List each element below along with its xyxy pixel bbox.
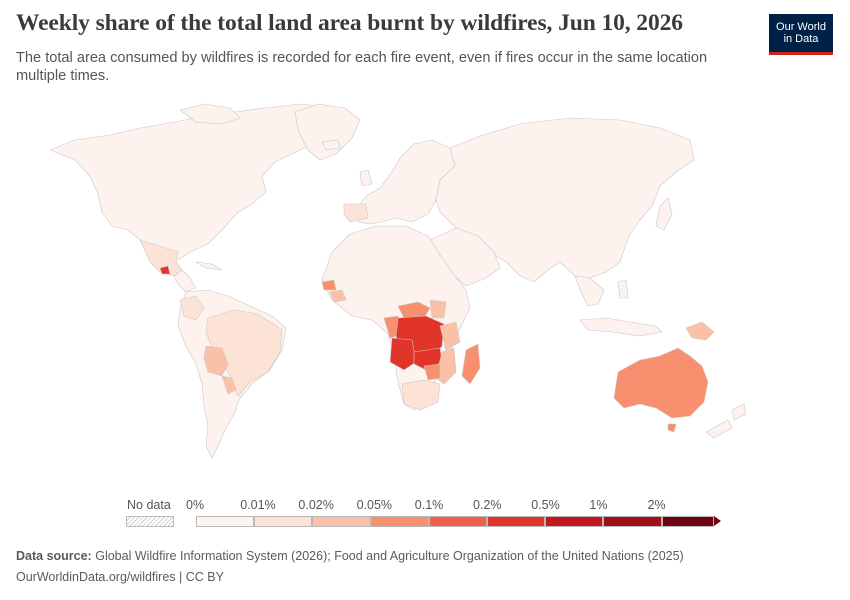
country-tasmania xyxy=(667,423,677,433)
legend-no-data-swatch xyxy=(126,516,174,527)
country-angola xyxy=(389,337,417,371)
country-central-african-republic xyxy=(397,301,431,319)
legend-bin-swatch xyxy=(196,516,255,527)
country-new-zealand xyxy=(705,403,747,439)
world-map[interactable] xyxy=(0,100,850,470)
country-madagascar xyxy=(461,343,481,385)
region-southeast-asia xyxy=(574,275,605,307)
legend-bin-label: 0.2% xyxy=(473,498,502,512)
country-tanzania xyxy=(439,321,461,351)
country-senegal xyxy=(321,279,337,291)
legend-bin-swatch xyxy=(254,516,313,527)
country-spain xyxy=(343,203,369,223)
legend-bin-label: 0.01% xyxy=(240,498,276,512)
owid-logo[interactable]: Our World in Data xyxy=(769,14,833,55)
region-indonesia xyxy=(579,317,663,337)
country-papua-new-guinea xyxy=(685,321,715,341)
country-uk xyxy=(359,169,373,187)
legend-bin-swatch xyxy=(428,516,487,527)
country-australia xyxy=(613,347,709,419)
country-guinea xyxy=(329,289,347,303)
region-greenland xyxy=(294,103,361,161)
data-source: Data source: Global Wildfire Information… xyxy=(16,549,684,563)
country-zimbabwe xyxy=(423,363,441,381)
legend-bin-label: 2% xyxy=(647,498,666,512)
country-south-africa xyxy=(401,379,441,411)
country-cuba xyxy=(195,261,223,271)
map-legend: No data 0% 0.01% 0.02% 0.05% 0.1% 0.2% 0.5% 1% 2… xyxy=(0,490,850,535)
country-philippines xyxy=(617,279,629,299)
legend-bin-label: 0.05% xyxy=(356,498,393,512)
legend-bin-swatch xyxy=(370,516,429,527)
legend-bin-swatch xyxy=(545,516,604,527)
legend-bin-label: 0.1% xyxy=(414,498,444,512)
legend-bin-swatch xyxy=(661,516,714,527)
region-central-america xyxy=(173,269,197,293)
country-japan xyxy=(655,197,673,231)
legend-bin-swatch xyxy=(312,516,371,527)
legend-bin-label: 1% xyxy=(589,498,608,512)
legend-bin-swatch xyxy=(603,516,662,527)
country-guatemala xyxy=(159,265,171,275)
legend-bin-swatch xyxy=(487,516,546,527)
legend-bin-label: 0.02% xyxy=(298,498,334,512)
legend-bin-label: 0% xyxy=(186,498,205,512)
region-arctic-islands xyxy=(179,103,241,125)
legend-bin-label: 0.5% xyxy=(531,498,560,512)
country-paraguay xyxy=(221,375,237,395)
footer-url[interactable]: OurWorldinData.org/wildfires | CC BY xyxy=(16,570,224,584)
chart-subtitle: The total area consumed by wildfires is … xyxy=(16,50,708,84)
legend-arrow-tip xyxy=(713,516,721,526)
data-source-prefix: Data source: xyxy=(16,549,92,563)
country-south-sudan xyxy=(429,299,447,319)
country-colombia xyxy=(179,295,205,321)
legend-no-data-label: No data xyxy=(127,498,171,512)
logo-line-1: Our World xyxy=(776,20,826,33)
data-source-text: Global Wildfire Information System (2026… xyxy=(95,549,684,563)
logo-line-2: in Data xyxy=(783,33,819,45)
country-iceland xyxy=(321,139,341,151)
chart-title: Weekly share of the total land area burn… xyxy=(16,10,683,36)
